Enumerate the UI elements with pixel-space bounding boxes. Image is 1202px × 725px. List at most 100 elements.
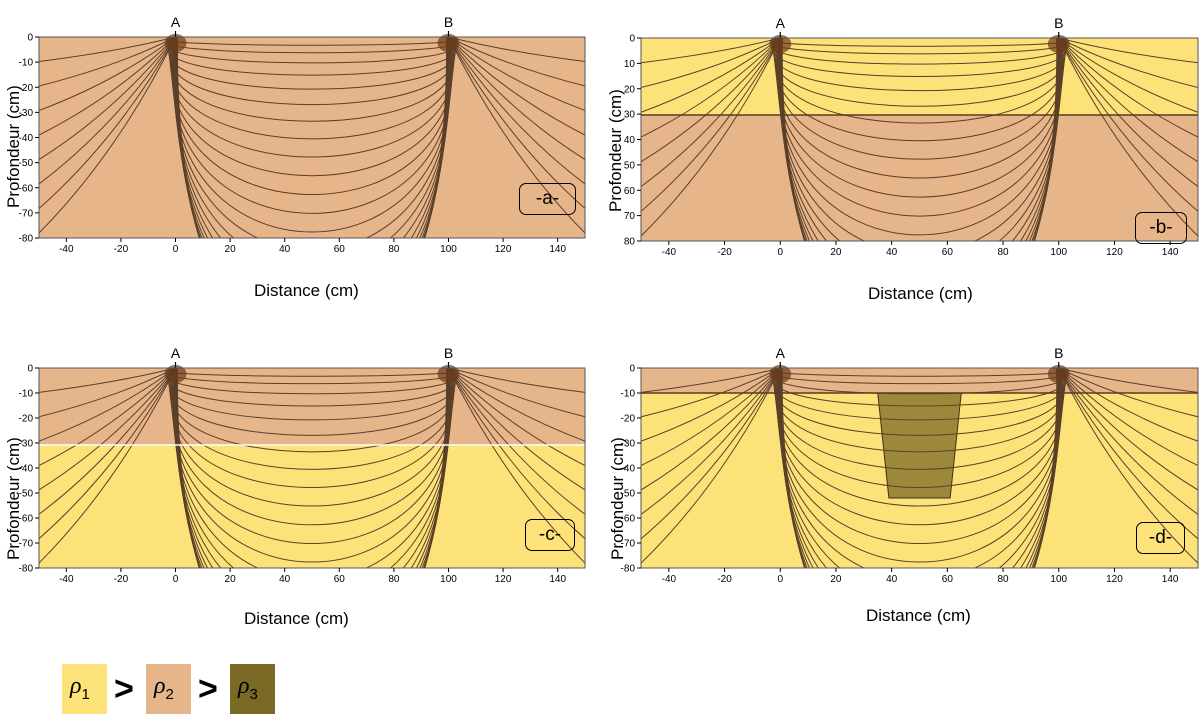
panel-d: Profondeur (cm) A B -40 -20 0 20 40 60 80 100 120 1… (600, 330, 1202, 660)
y-tick-label: -30 (19, 108, 34, 119)
panel-a: Profondeur (cm) A B -40 -20 0 20 40 60 80 100 120 1… (0, 0, 600, 320)
electrode-label-B: B (444, 14, 453, 30)
layer-1 (641, 368, 1198, 393)
y-tick-label: 80 (624, 237, 636, 248)
field-line-outer-left (39, 368, 176, 418)
y-tick-label: 70 (624, 211, 636, 222)
field-line-outer-left (39, 37, 176, 87)
field-line-outer-left (39, 368, 176, 564)
field-line-outer-right (448, 37, 585, 234)
x-tick-label: 40 (279, 574, 291, 585)
y-tick-label: -50 (621, 489, 636, 500)
field-line-outer-right (1058, 38, 1198, 138)
electrode-label-A: A (171, 14, 181, 30)
y-tick-label: -10 (19, 389, 34, 400)
y-tick-label: -40 (621, 464, 636, 475)
field-line-outer-left (39, 37, 176, 234)
field-line-outer-left (641, 368, 781, 467)
x-tick-label: 80 (997, 574, 1009, 585)
field-line (781, 38, 1058, 241)
field-line-outer-left (39, 37, 176, 161)
x-tick-label: 140 (549, 574, 566, 585)
y-tick-label: -20 (19, 83, 34, 94)
electrode-cluster (769, 365, 792, 383)
electrode-label-B: B (444, 345, 453, 361)
x-tick-label: 80 (997, 247, 1009, 258)
field-line (176, 37, 448, 238)
field-line-outer-left (641, 38, 781, 163)
field-line-outer-left (641, 368, 781, 418)
conductive-body (877, 392, 962, 499)
electrode-cluster (1047, 35, 1070, 53)
field-line-outer-right (448, 368, 585, 491)
field-line-outer-left (39, 368, 176, 393)
field-line-outer-left (641, 368, 781, 393)
x-tick-label: 40 (886, 247, 898, 258)
field-lines (39, 37, 585, 238)
y-tick-label: -20 (19, 414, 34, 425)
y-tick-label: -70 (621, 539, 636, 550)
legend-swatch-rho3: ρ3 (230, 664, 275, 714)
electrode-label-B: B (1054, 15, 1063, 31)
field-line-outer-right (1058, 368, 1198, 491)
field-line-outer-left (39, 37, 176, 185)
x-tick-label: 20 (830, 247, 842, 258)
field-line-outer-right (1058, 38, 1198, 163)
x-tick-label: -20 (114, 574, 129, 585)
y-tick-label: -10 (621, 389, 636, 400)
x-tick-label: 0 (777, 574, 783, 585)
x-tick-label: 20 (830, 574, 842, 585)
x-tick-label: 100 (1050, 574, 1067, 585)
x-tick-label: 20 (225, 244, 237, 255)
layer-1 (39, 37, 585, 238)
y-tick-label: 20 (624, 84, 636, 95)
legend-swatch-rho1: ρ1 (62, 664, 107, 714)
y-tick-label: -80 (621, 564, 636, 575)
x-tick-label: 140 (549, 244, 566, 255)
electrode-cluster (437, 34, 460, 52)
x-tick-label: 60 (942, 574, 954, 585)
x-axis-label: Distance (cm) (244, 609, 349, 628)
field-line-outer-right (448, 37, 585, 87)
y-tick-label: -60 (19, 514, 34, 525)
x-tick-label: -40 (662, 247, 677, 258)
y-tick-label: 40 (624, 135, 636, 146)
field-line-outer-right (448, 37, 585, 161)
panel-c: Profondeur (cm) A B -40 -20 0 20 40 60 80 100 120 1… (0, 330, 600, 660)
y-tick-label: 30 (624, 110, 636, 121)
panel-label: -b- (1135, 212, 1187, 244)
field-line-outer-left (39, 368, 176, 515)
y-tick-label: -10 (19, 58, 34, 69)
legend-rho1: ρ1 (70, 673, 90, 703)
field-line-outer-right (448, 368, 585, 442)
legend-rho2: ρ2 (154, 673, 174, 703)
x-tick-label: 120 (1106, 574, 1123, 585)
y-tick-label: -20 (621, 414, 636, 425)
field-line-outer-left (641, 368, 781, 515)
field-line-outer-right (1058, 38, 1198, 89)
field-lines (641, 38, 1198, 241)
field-line-outer-right (1058, 368, 1198, 442)
electrode-label-A: A (171, 345, 181, 361)
electrode-label-B: B (1054, 345, 1063, 361)
field-line-outer-right (1058, 368, 1198, 467)
field-line-outer-right (448, 37, 585, 136)
x-tick-label: -20 (717, 574, 732, 585)
electrode-cluster (769, 35, 792, 53)
y-tick-label: -80 (19, 564, 34, 575)
x-tick-label: 0 (777, 247, 783, 258)
x-tick-label: -40 (59, 574, 74, 585)
field-line-outer-left (641, 38, 781, 113)
layer-1 (39, 368, 585, 445)
field-line-outer-right (448, 37, 585, 112)
resistivity-legend: ρ1 > ρ2 > ρ3 (62, 664, 302, 714)
field-line-outer-left (39, 368, 176, 540)
x-tick-label: 120 (1106, 247, 1123, 258)
x-tick-label: 0 (173, 244, 179, 255)
panel-b-plot: A B -40 -20 0 20 40 60 80 100 120 140 0 10 20 30 40 50 60 7… (624, 15, 1199, 258)
field-line-outer-left (39, 37, 176, 136)
x-tick-label: 100 (440, 244, 457, 255)
x-tick-label: -40 (662, 574, 677, 585)
field-line-outer-left (641, 38, 781, 138)
greater-than-1: > (114, 670, 134, 708)
